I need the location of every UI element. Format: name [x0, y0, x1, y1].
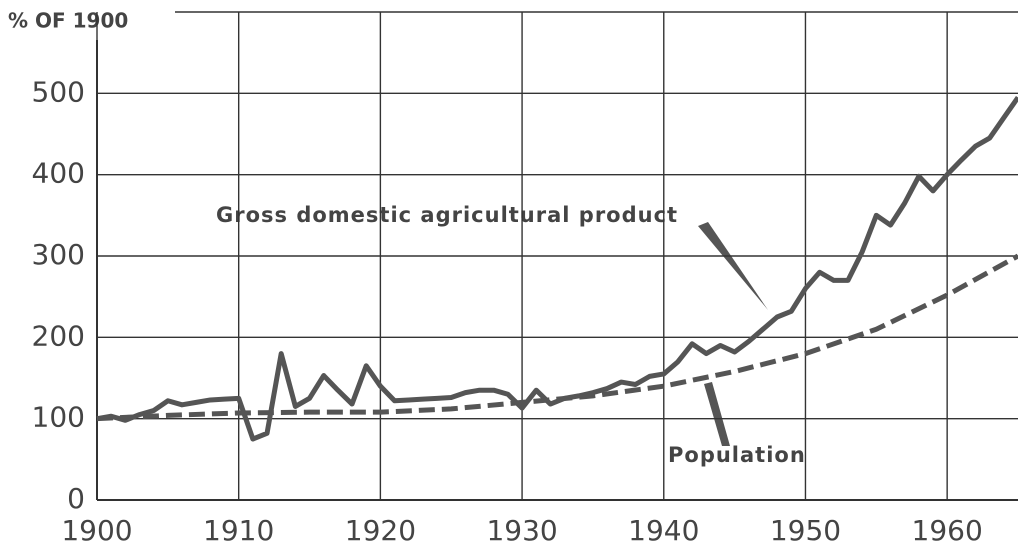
annotation-pointer [704, 382, 730, 446]
x-tick-label: 1920 [345, 514, 416, 547]
y-tick-label: 500 [32, 75, 85, 108]
y-tick-label: 100 [32, 401, 85, 434]
x-tick-label: 1930 [486, 514, 557, 547]
x-tick-label: 1950 [770, 514, 841, 547]
y-tick-label: 300 [32, 238, 85, 271]
y-axis-label: % OF 1900 [8, 9, 128, 33]
y-tick-label: 400 [32, 157, 85, 190]
x-tick-label: 1940 [628, 514, 699, 547]
x-tick-label: 1910 [203, 514, 274, 547]
y-tick-label: 0 [67, 482, 85, 515]
series-line [96, 253, 1018, 422]
x-tick-label: 1900 [61, 514, 132, 547]
series-line [96, 95, 1018, 442]
annotation: Population [668, 443, 806, 467]
y-tick-label: 200 [32, 319, 85, 352]
x-tick-label: 1960 [912, 514, 983, 547]
annotation: Gross domestic agricultural product [216, 203, 678, 227]
annotation-pointer [698, 222, 768, 310]
